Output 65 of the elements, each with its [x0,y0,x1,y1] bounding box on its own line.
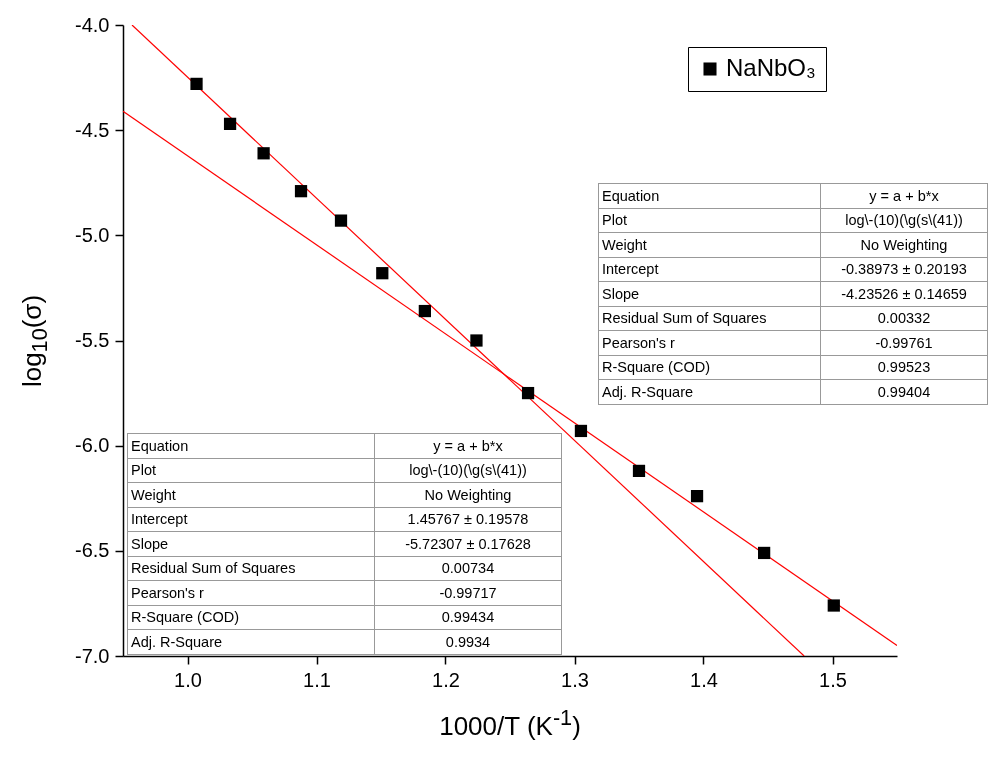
annotation: Plot [598,208,821,233]
annotation: Adj. R-Square [598,379,821,404]
x-axis-title: 1000/T (K$^{-1}$) [439,705,581,742]
point [521,386,535,400]
annotation: Intercept [598,257,821,282]
point [470,334,483,347]
annotation: 0.00734 [374,556,562,581]
annotation: 0.00332 [820,306,988,331]
point [758,546,771,560]
annotation: log\-(10)(\g(s\(41)) [820,208,988,233]
point [257,147,270,160]
point [376,267,389,280]
annotation: Slope [598,281,821,306]
annotation: R-Square (COD) [127,605,375,630]
annotation: Plot [127,458,375,483]
annotation: y = a + b*x [820,183,988,208]
annotation: Pearson's r [127,580,375,605]
x-tick-label: 1.2 [432,668,460,691]
x-tick-label: 1.1 [303,668,331,691]
annotation: -4.23526 ± 0.14659 [820,281,988,306]
annotation: -0.99761 [820,330,988,355]
annotation: 1.45767 ± 0.19578 [374,507,562,532]
annotation: Residual Sum of Squares [598,306,821,331]
annotation: 0.9934 [374,629,562,654]
x-tick-label: 1.5 [819,668,847,691]
annotation: Adj. R-Square [127,629,375,654]
annotation: -0.38973 ± 0.20193 [820,257,988,282]
y-tick-label: -6.0 [75,434,110,457]
annotation: 0.99434 [374,605,562,630]
point [574,424,588,438]
annotation: 0.99404 [820,379,988,404]
annotation: -5.72307 ± 0.17628 [374,531,562,556]
annotation: Residual Sum of Squares [127,556,375,581]
point [190,77,203,91]
y-tick-label: -5.0 [75,223,110,246]
y-tick-label: -6.5 [75,539,110,562]
point [690,490,704,503]
legend-label: NaNbO₃ [726,54,816,81]
x-tick-label: 1.3 [561,668,589,691]
annotation: No Weighting [374,482,562,507]
x-tick-label: 1.4 [690,668,718,691]
y-tick-label: -4.5 [75,118,110,141]
annotation: Slope [127,531,375,556]
annotation: 0.99523 [820,355,988,380]
point [294,185,308,198]
y-tick-label: -4.0 [75,13,110,36]
annotation: Intercept [127,507,375,532]
y-tick-label: -7.0 [75,644,110,667]
point [223,117,237,130]
annotation: y = a + b*x [374,433,562,458]
y-tick-label: -5.5 [75,329,110,351]
annotation: Weight [127,482,375,507]
point [827,599,840,612]
x-tick-label: 1.0 [174,668,202,691]
annotation: Equation [127,433,375,458]
annotation: No Weighting [820,232,988,257]
annotation: -0.99717 [374,580,562,605]
annotation: log\-(10)(\g(s\(41)) [374,458,562,483]
annotation: Equation [598,183,821,208]
annotation: Weight [598,232,821,257]
point [334,214,348,227]
point [632,464,646,478]
annotation: R-Square (COD) [598,355,821,380]
point [418,304,431,318]
annotation: Pearson's r [598,330,821,355]
